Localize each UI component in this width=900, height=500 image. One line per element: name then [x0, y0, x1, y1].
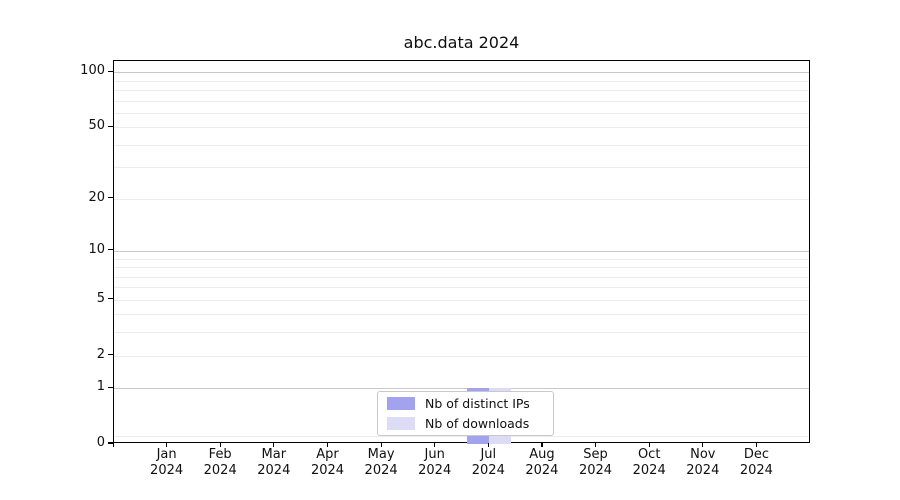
y-tick-label: 5 — [96, 290, 105, 306]
x-tick-year: 2024 — [203, 463, 237, 478]
x-tick-month: Apr — [316, 447, 339, 462]
x-tick — [326, 443, 329, 447]
x-tick-label: Oct 2024 — [619, 447, 679, 479]
legend-label-downloads: Nb of downloads — [425, 416, 530, 431]
x-tick-month: Jul — [480, 447, 497, 462]
x-tick-year: 2024 — [578, 463, 613, 478]
x-tick — [219, 443, 221, 447]
x-tick-label: May 2024 — [351, 447, 411, 479]
y-gridline-major — [114, 388, 809, 390]
x-tick-label: Mar 2024 — [244, 447, 304, 479]
y-gridline-minor — [114, 167, 809, 169]
y-tick-label: 20 — [88, 189, 105, 205]
y-gridline-minor — [114, 355, 809, 357]
y-gridline-minor — [114, 287, 809, 289]
x-tick-year: 2024 — [257, 463, 291, 478]
x-tick-month: Aug — [529, 447, 555, 462]
x-tick-label: Sep 2024 — [566, 447, 626, 479]
y-tick — [108, 197, 113, 199]
x-tick-month: Feb — [208, 447, 232, 462]
x-tick-month: Jun — [424, 447, 445, 462]
y-tick — [108, 125, 113, 127]
y-gridline-minor — [114, 144, 809, 146]
x-tick — [380, 443, 382, 447]
x-tick — [487, 443, 489, 447]
x-axis-edge-tick — [113, 443, 115, 447]
x-tick-month: Jan — [156, 447, 177, 462]
y-gridline-minor — [114, 267, 809, 268]
x-tick — [273, 443, 275, 447]
y-tick-label: 10 — [88, 241, 105, 257]
x-tick — [648, 443, 650, 447]
y-gridline-minor — [114, 276, 809, 278]
y-gridline-minor — [114, 198, 809, 200]
legend-item-distinct-ips: Nb of distinct IPs — [387, 396, 544, 411]
x-tick-month: Sep — [583, 447, 608, 462]
y-tick — [108, 353, 113, 356]
x-tick-year: 2024 — [150, 463, 184, 478]
x-tick — [702, 443, 704, 447]
y-gridline-minor — [114, 112, 809, 114]
x-tick-year: 2024 — [739, 463, 773, 478]
x-tick — [166, 443, 168, 447]
y-gridline-minor — [114, 299, 809, 301]
x-tick-year: 2024 — [632, 463, 666, 478]
x-tick-year: 2024 — [525, 463, 559, 478]
x-tick-label: Jul 2024 — [458, 447, 518, 479]
x-tick-month: Mar — [261, 447, 287, 462]
x-tick-label: Jan 2024 — [137, 447, 197, 479]
y-tick-label: 100 — [80, 63, 105, 79]
y-gridline-minor — [114, 89, 809, 91]
plot-area — [113, 60, 810, 444]
y-gridline-minor — [114, 100, 809, 102]
x-tick-month: May — [367, 447, 395, 462]
y-tick — [108, 386, 113, 388]
y-tick — [108, 70, 113, 72]
y-gridline-minor — [114, 332, 809, 334]
y-tick — [108, 442, 113, 444]
x-tick — [755, 443, 758, 447]
y-gridline-minor — [114, 314, 809, 316]
x-tick-year: 2024 — [686, 463, 720, 478]
x-tick-label: Apr 2024 — [298, 447, 358, 479]
y-tick-label: 2 — [96, 346, 105, 362]
x-tick — [594, 443, 597, 447]
legend: Nb of distinct IPs Nb of downloads — [377, 391, 554, 436]
y-gridline-minor — [114, 127, 809, 129]
chart-title: abc.data 2024 — [403, 33, 520, 52]
x-tick-month: Oct — [637, 447, 661, 462]
x-tick-label: Jun 2024 — [405, 447, 465, 479]
x-tick-year: 2024 — [471, 463, 505, 478]
x-tick — [541, 443, 543, 447]
y-gridline-minor — [114, 258, 809, 260]
y-tick-label: 50 — [88, 118, 105, 134]
legend-swatch-distinct-ips — [387, 397, 415, 410]
x-tick-label: Nov 2024 — [673, 447, 733, 479]
legend-label-distinct-ips: Nb of distinct IPs — [425, 396, 530, 411]
x-tick-month: Dec — [743, 447, 769, 462]
x-tick-year: 2024 — [310, 463, 345, 478]
y-tick — [108, 249, 113, 251]
legend-item-downloads: Nb of downloads — [387, 416, 544, 431]
y-tick-label: 1 — [96, 379, 105, 395]
x-tick — [434, 443, 436, 447]
x-tick-year: 2024 — [418, 463, 452, 478]
y-tick — [108, 298, 113, 300]
y-gridline-minor — [114, 436, 809, 438]
x-tick-year: 2024 — [364, 463, 398, 478]
y-gridline-major — [114, 250, 809, 252]
legend-swatch-downloads — [387, 417, 415, 430]
y-gridline-minor — [114, 80, 809, 82]
x-tick-label: Aug 2024 — [512, 447, 572, 479]
x-tick-label: Dec 2024 — [726, 447, 786, 479]
x-tick-label: Feb 2024 — [190, 447, 250, 479]
y-gridline-major — [114, 72, 809, 74]
x-tick-month: Nov — [690, 447, 716, 462]
y-tick-label: 0 — [96, 435, 105, 450]
